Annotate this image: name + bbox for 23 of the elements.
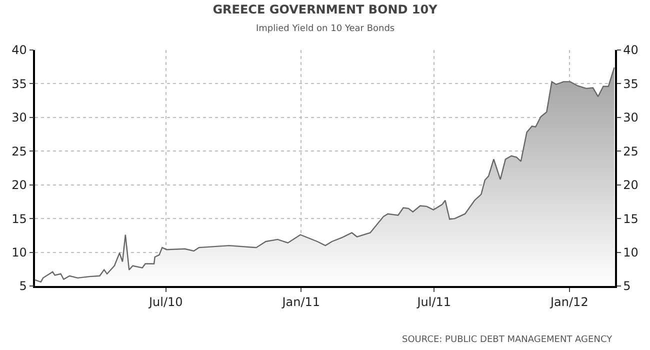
x-tick-label: Jan/12	[550, 295, 588, 310]
source-note: SOURCE: PUBLIC DEBT MANAGEMENT AGENCY	[402, 335, 613, 345]
y2-tick-label: 15	[623, 212, 638, 226]
y-tick-label: 25	[12, 144, 27, 158]
y2-tick-label: 40	[623, 43, 638, 58]
y2-tick-label: 35	[623, 76, 638, 91]
y-tick-label: 15	[12, 212, 27, 226]
y2-tick-label: 5	[623, 279, 631, 294]
x-tick-label: Jul/11	[416, 295, 452, 310]
y-tick-label: 20	[12, 178, 27, 192]
y-tick-label: 5	[19, 279, 27, 294]
x-tick-label: Jul/10	[148, 295, 183, 310]
chart-title: GREECE GOVERNMENT BOND 10Y	[212, 2, 438, 17]
y2-tick-label: 30	[623, 110, 638, 125]
chart-subtitle: Implied Yield on 10 Year Bonds	[256, 24, 395, 34]
y-tick-label: 10	[12, 245, 27, 260]
y-tick-label: 40	[12, 43, 27, 58]
x-tick-label: Jan/11	[281, 295, 320, 310]
y2-tick-label: 10	[623, 245, 638, 260]
y2-tick-label: 25	[623, 144, 638, 158]
y-tick-label: 35	[12, 76, 27, 91]
y-tick-label: 30	[12, 110, 27, 125]
y2-tick-label: 20	[623, 178, 638, 192]
